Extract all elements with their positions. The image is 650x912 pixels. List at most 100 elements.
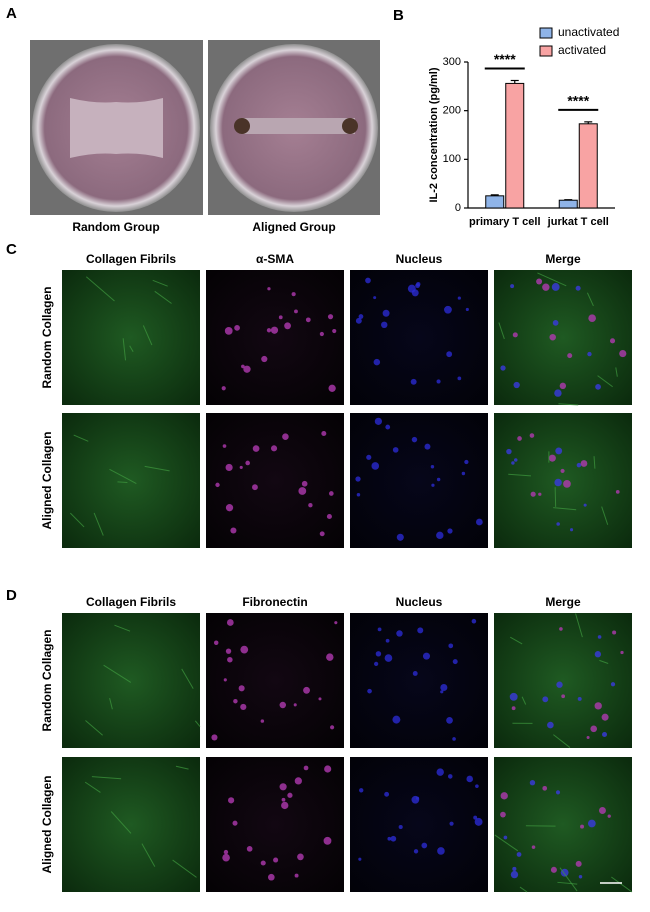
cell	[466, 776, 473, 783]
cell	[416, 797, 419, 800]
cell	[332, 329, 336, 333]
cell	[517, 436, 522, 441]
micrograph	[494, 613, 632, 748]
cell	[553, 320, 559, 326]
cell	[466, 308, 469, 311]
micrograph	[350, 613, 488, 748]
cell	[551, 867, 557, 873]
cell	[318, 697, 321, 700]
row-label: Aligned Collagen	[40, 775, 54, 873]
cell	[510, 284, 514, 288]
cell	[512, 706, 516, 710]
cell	[556, 790, 560, 794]
x-tick-label: jurkat T cell	[547, 216, 609, 228]
cell	[561, 694, 565, 698]
cell	[295, 777, 302, 784]
cell	[500, 365, 505, 370]
cell	[421, 843, 427, 849]
cell	[295, 874, 299, 878]
cell	[588, 820, 596, 828]
cell	[271, 327, 278, 334]
cell	[384, 792, 389, 797]
cell	[415, 283, 420, 288]
cell	[458, 296, 461, 299]
cell	[324, 837, 332, 845]
cell	[287, 793, 292, 798]
cell	[240, 466, 243, 469]
cell	[595, 702, 602, 709]
significance-label: ****	[567, 93, 589, 109]
cell	[448, 643, 453, 648]
cell	[501, 792, 508, 799]
cell	[280, 783, 287, 790]
legend-label: unactivated	[558, 25, 619, 39]
y-tick-label: 200	[443, 105, 461, 117]
cell	[399, 825, 403, 829]
cell	[234, 325, 240, 331]
cell	[247, 846, 253, 852]
cell	[602, 732, 607, 737]
cell	[436, 532, 443, 539]
cell	[472, 619, 477, 624]
cell	[374, 662, 378, 666]
gel	[240, 118, 355, 134]
cell	[328, 314, 333, 319]
cell	[504, 836, 508, 840]
cell	[462, 472, 465, 475]
cell	[517, 852, 522, 857]
cell	[365, 278, 371, 284]
cell	[261, 860, 266, 865]
cell	[252, 484, 258, 490]
cell	[233, 699, 237, 703]
cell	[245, 461, 250, 466]
panel-label: D	[6, 587, 17, 604]
x-tick-label: primary T cell	[469, 216, 541, 228]
cell	[381, 322, 387, 328]
cell	[437, 768, 444, 775]
cell	[393, 447, 399, 453]
cell	[549, 334, 556, 341]
cell	[530, 433, 535, 438]
cell	[512, 867, 516, 871]
y-axis-label: IL-2 concentration (pg/ml)	[428, 67, 440, 202]
cell	[581, 460, 588, 467]
cell	[390, 836, 396, 842]
cell	[230, 527, 236, 533]
cell	[446, 717, 453, 724]
cell	[590, 726, 597, 733]
column-header: Fibronectin	[242, 595, 307, 609]
cell	[506, 449, 511, 454]
cell	[514, 382, 520, 388]
cell	[232, 821, 237, 826]
cell	[610, 338, 615, 343]
cell	[392, 716, 400, 724]
cell	[214, 641, 218, 645]
cell	[440, 690, 443, 693]
cell	[279, 315, 283, 319]
panel-label: B	[393, 7, 404, 24]
panel-label: A	[6, 5, 17, 22]
cell	[457, 376, 461, 380]
cell	[280, 702, 286, 708]
cell	[476, 519, 483, 526]
cell	[375, 418, 382, 425]
cell	[423, 653, 430, 660]
cell	[511, 871, 518, 878]
cell	[437, 478, 440, 481]
cell	[446, 351, 452, 357]
cell	[412, 437, 417, 442]
cell	[559, 627, 563, 631]
cell	[282, 798, 286, 802]
bar	[559, 200, 577, 208]
fibril	[555, 487, 556, 507]
cell	[224, 678, 227, 681]
cell	[321, 431, 326, 436]
cell	[475, 784, 479, 788]
cell	[417, 627, 423, 633]
column-header: Collagen Fibrils	[86, 252, 176, 266]
cell	[281, 802, 288, 809]
cell	[268, 874, 275, 881]
caption: Random Group	[72, 220, 159, 234]
